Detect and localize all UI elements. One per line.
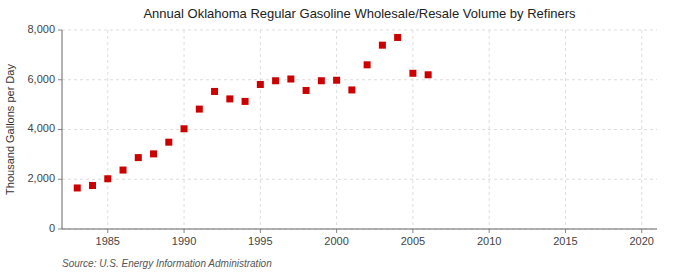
x-grid-line — [336, 30, 337, 229]
point — [287, 76, 294, 83]
point — [74, 184, 81, 191]
x-tick — [336, 229, 337, 233]
source-note: Source: U.S. Energy Information Administ… — [62, 258, 272, 269]
point — [104, 175, 111, 182]
x-tick-label: 2010 — [477, 235, 501, 247]
y-grid-line — [62, 179, 657, 180]
y-tick-label: 4,000 — [27, 122, 55, 134]
y-grid-line — [62, 79, 657, 80]
x-tick-label: 1995 — [248, 235, 272, 247]
x-grid-line — [489, 30, 490, 229]
y-tick-label: 2,000 — [27, 172, 55, 184]
x-tick-label: 1985 — [96, 235, 120, 247]
x-grid-line — [260, 30, 261, 229]
point — [409, 70, 416, 77]
y-axis-label: Thousand Gallons per Day — [4, 64, 16, 195]
point — [303, 87, 310, 94]
y-tick — [58, 30, 62, 31]
point — [425, 71, 432, 78]
x-tick-label: 2020 — [630, 235, 654, 247]
x-grid-line — [641, 30, 642, 229]
x-tick — [489, 229, 490, 233]
point — [165, 139, 172, 146]
point — [333, 77, 340, 84]
x-tick — [412, 229, 413, 233]
chart: 0 2,000 4,000 6,000 8,000 1985 1990 1995 2000 200… — [0, 0, 675, 275]
x-axis-line — [62, 229, 657, 230]
x-tick-label: 2015 — [553, 235, 577, 247]
point — [394, 34, 401, 41]
y-tick-label: 0 — [49, 222, 55, 234]
point — [226, 95, 233, 102]
grid — [62, 30, 657, 229]
title: Annual Oklahoma Regular Gasoline Wholesa… — [143, 6, 576, 21]
y-tick-label: 6,000 — [27, 73, 55, 85]
y-grid-line — [62, 30, 657, 31]
x-tick — [565, 229, 566, 233]
x-tick-label: 2000 — [324, 235, 348, 247]
point — [272, 77, 279, 84]
x-grid-line — [107, 30, 108, 229]
points — [74, 34, 432, 191]
point — [135, 154, 142, 161]
point — [150, 150, 157, 157]
point — [211, 88, 218, 95]
y-tick — [58, 179, 62, 180]
x-grid-line — [565, 30, 566, 229]
y-tick — [58, 229, 62, 230]
point — [196, 106, 203, 113]
x-tick — [184, 229, 185, 233]
x-tick — [260, 229, 261, 233]
y-axis-line — [62, 30, 63, 229]
point — [318, 77, 325, 84]
x-tick-label: 2005 — [401, 235, 425, 247]
x-tick — [641, 229, 642, 233]
y-tick — [58, 79, 62, 80]
x-grid-line — [412, 30, 413, 229]
point — [348, 86, 355, 93]
y-grid-line — [62, 229, 657, 230]
x-tick-label: 1990 — [172, 235, 196, 247]
point — [120, 167, 127, 174]
point — [257, 81, 264, 88]
point — [379, 42, 386, 49]
y-grid-line — [62, 129, 657, 130]
y-tick-label: 8,000 — [27, 23, 55, 35]
y-tick — [58, 129, 62, 130]
point — [181, 125, 188, 132]
point — [242, 98, 249, 105]
point — [364, 61, 371, 68]
axes: 0 2,000 4,000 6,000 8,000 1985 1990 1995 2000 200… — [27, 23, 657, 247]
x-tick — [107, 229, 108, 233]
point — [89, 182, 96, 189]
